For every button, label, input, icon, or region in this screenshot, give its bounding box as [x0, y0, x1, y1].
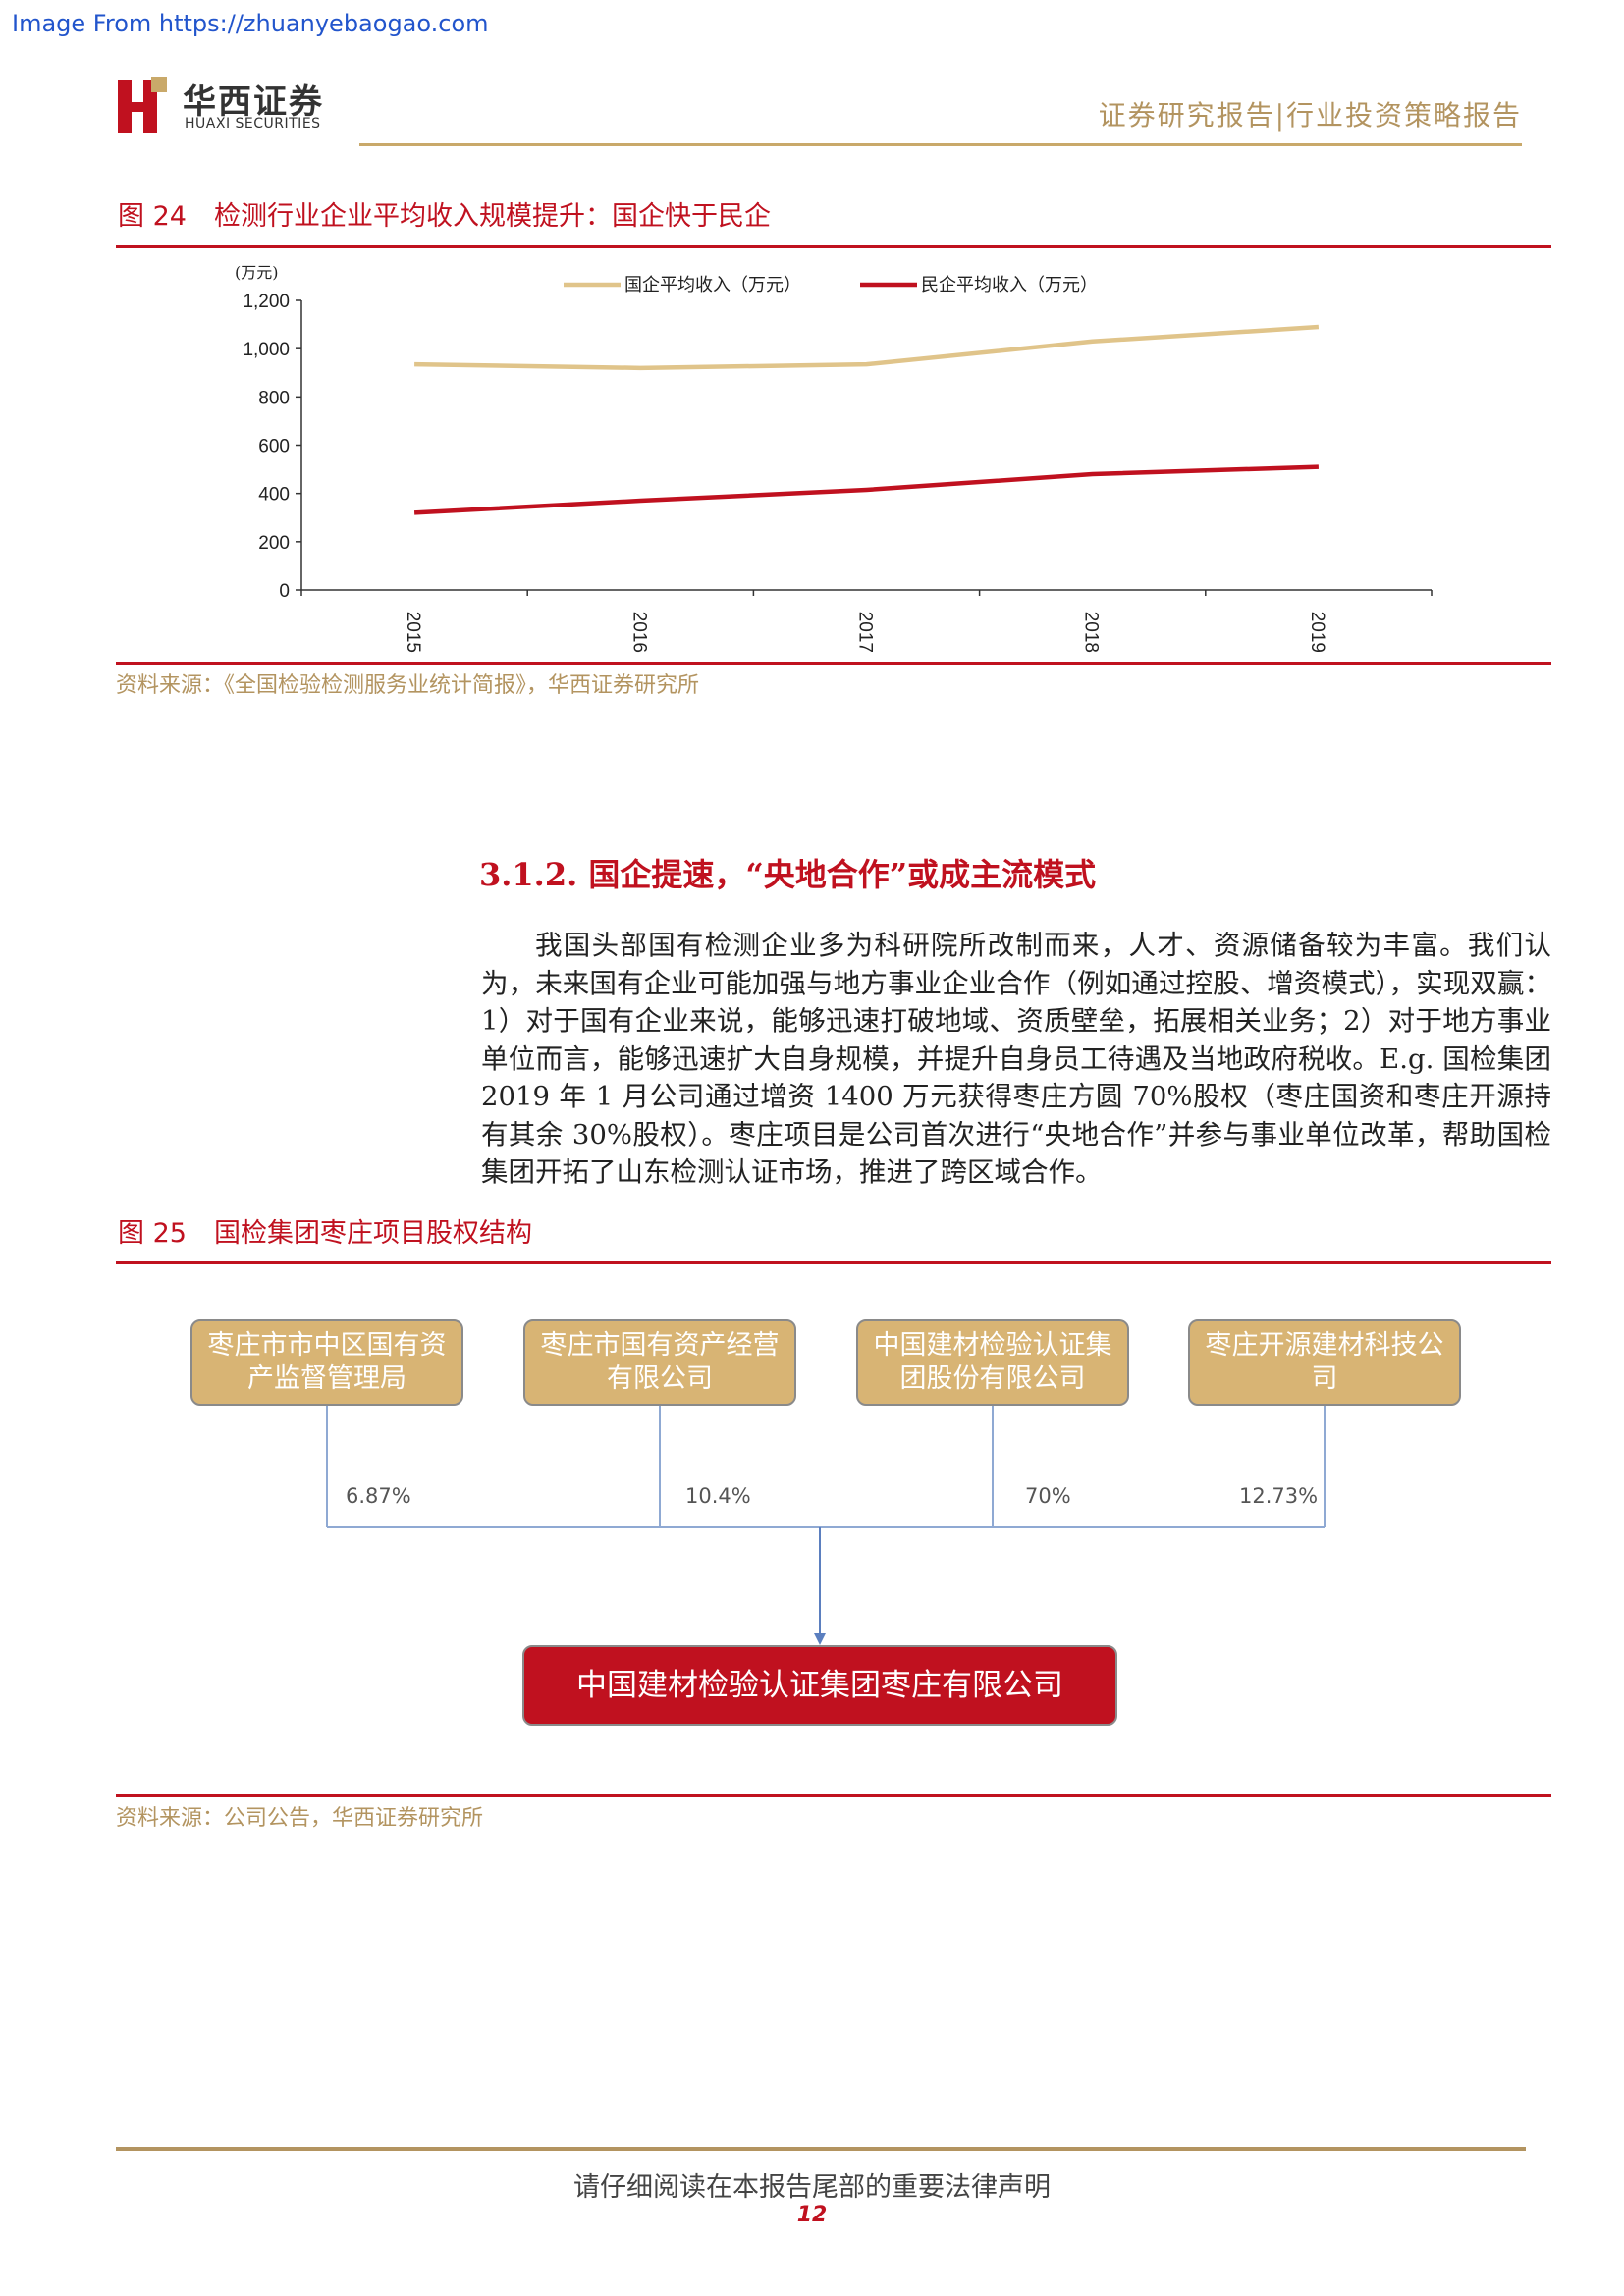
figure24-title: 图 24 检测行业企业平均收入规模提升：国企快于民企: [118, 194, 771, 233]
share-percent: 12.73%: [1239, 1484, 1319, 1508]
legend-label: 国企平均收入（万元）: [624, 275, 801, 295]
section-paragraph: 我国头部国有检测企业多为科研院所改制而来，人才、资源储备较为丰富。我们认为，未来…: [481, 927, 1551, 1192]
y-tick-label: 200: [258, 533, 290, 554]
x-tick-label: 2016: [628, 612, 649, 653]
section-paragraph-text: 我国头部国有检测企业多为科研院所改制而来，人才、资源储备较为丰富。我们认为，未来…: [481, 930, 1551, 1188]
figure25-source: 资料来源：公司公告，华西证券研究所: [116, 1806, 484, 1831]
x-tick-label: 2015: [403, 612, 423, 653]
footer-disclaimer: 请仔细阅读在本报告尾部的重要法律声明: [573, 2172, 1051, 2203]
y-unit-label: (万元): [235, 263, 279, 282]
figure25-title: 图 25 国检集团枣庄项目股权结构: [118, 1211, 532, 1250]
y-tick-label: 800: [258, 388, 290, 408]
x-tick-label: 2017: [855, 612, 876, 653]
logo-name-cn: 华西证券: [183, 82, 324, 122]
page-number: 12: [796, 2203, 828, 2227]
y-tick-label: 400: [258, 485, 290, 506]
share-percent: 10.4%: [685, 1484, 751, 1508]
figure24-top-rule: [116, 245, 1551, 248]
target-company-box: 中国建材检验认证集团枣庄有限公司: [522, 1645, 1117, 1726]
section-heading: 3.1.2. 国企提速，“央地合作”或成主流模式: [479, 856, 1097, 893]
shareholder-box: 枣庄市市中区国有资产监督管理局: [190, 1319, 463, 1406]
figure24-source: 资料来源：《全国检验检测服务业统计简报》，华西证券研究所: [116, 673, 700, 698]
y-tick-label: 1,200: [243, 292, 290, 312]
legend-label: 民企平均收入（万元）: [921, 275, 1098, 295]
figure25-number: 图 25: [118, 1218, 187, 1249]
figure25-bottom-rule: [116, 1794, 1551, 1797]
report-type: 证券研究报告|行业投资策略报告: [1098, 99, 1522, 132]
header-divider: [359, 143, 1522, 146]
footer-divider: [116, 2147, 1526, 2151]
arrow-down-icon: [814, 1633, 826, 1645]
shareholder-box: 中国建材检验认证集团股份有限公司: [856, 1319, 1129, 1406]
share-percent: 6.87%: [346, 1484, 411, 1508]
figure24-bottom-rule: [116, 662, 1551, 665]
x-tick-label: 2018: [1081, 612, 1102, 653]
figure24-line-chart: 0 200 400 600 800 1,000 1,200 (万元) 2015 2016 2017 2…: [235, 263, 1433, 653]
huaxi-logo-icon: [118, 77, 167, 133]
shareholder-box: 枣庄开源建材科技公司: [1188, 1319, 1461, 1406]
shareholder-box: 枣庄市国有资产经营有限公司: [523, 1319, 796, 1406]
figure25-top-rule: [116, 1261, 1551, 1264]
figure24-caption: 检测行业企业平均收入规模提升：国企快于民企: [213, 201, 771, 232]
figure25-caption: 国检集团枣庄项目股权结构: [213, 1218, 532, 1249]
watermark[interactable]: Image From https://zhuanyebaogao.com: [12, 10, 489, 37]
y-tick-label: 0: [279, 581, 290, 602]
logo-name-en: HUAXI SECURITIES: [185, 116, 321, 132]
share-percent: 70%: [1025, 1484, 1071, 1508]
figure24-number: 图 24: [118, 201, 187, 232]
x-tick-label: 2019: [1307, 612, 1327, 653]
y-tick-label: 600: [258, 437, 290, 457]
y-tick-label: 1,000: [243, 340, 290, 360]
